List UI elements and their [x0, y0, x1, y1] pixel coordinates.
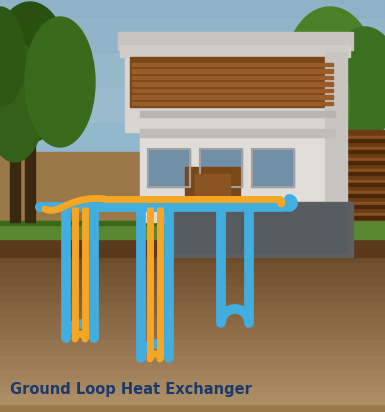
- Bar: [0, 17, 385, 52]
- Bar: [0, 0, 385, 257]
- Bar: [140, 92, 335, 222]
- Bar: [0, 152, 385, 412]
- Bar: [132, 75, 333, 79]
- Bar: [130, 57, 335, 107]
- Bar: [148, 149, 190, 187]
- Bar: [132, 63, 333, 66]
- Bar: [0, 317, 385, 327]
- Bar: [0, 387, 385, 396]
- Bar: [0, 325, 385, 335]
- Bar: [148, 149, 190, 187]
- Bar: [0, 302, 385, 311]
- Bar: [255, 139, 385, 142]
- Bar: [252, 149, 294, 187]
- Bar: [132, 82, 333, 86]
- Bar: [0, 255, 385, 265]
- Bar: [132, 95, 333, 98]
- Bar: [174, 204, 347, 253]
- Bar: [132, 101, 333, 105]
- Bar: [125, 42, 345, 132]
- Bar: [255, 205, 385, 208]
- Bar: [0, 221, 385, 239]
- Bar: [255, 150, 385, 153]
- Bar: [195, 174, 230, 222]
- Bar: [10, 152, 20, 222]
- Bar: [200, 149, 242, 187]
- Bar: [0, 348, 385, 358]
- Bar: [25, 132, 35, 222]
- Bar: [0, 332, 385, 342]
- Ellipse shape: [25, 17, 95, 147]
- Ellipse shape: [0, 7, 25, 107]
- Bar: [140, 129, 335, 137]
- Bar: [255, 136, 385, 142]
- Bar: [132, 89, 333, 92]
- Bar: [255, 172, 385, 175]
- Bar: [0, 340, 385, 350]
- Bar: [255, 158, 385, 164]
- Bar: [252, 149, 294, 187]
- Bar: [200, 149, 242, 187]
- Bar: [174, 204, 347, 253]
- Bar: [120, 45, 350, 57]
- Ellipse shape: [0, 42, 45, 162]
- Ellipse shape: [270, 42, 350, 162]
- Bar: [118, 32, 353, 50]
- Bar: [0, 271, 385, 280]
- Bar: [0, 371, 385, 381]
- Bar: [255, 130, 385, 220]
- Ellipse shape: [330, 27, 385, 137]
- Bar: [0, 309, 385, 319]
- Bar: [255, 161, 385, 164]
- Bar: [0, 356, 385, 365]
- Bar: [132, 69, 333, 73]
- Bar: [0, 263, 385, 272]
- Bar: [0, 221, 385, 225]
- Bar: [0, 379, 385, 389]
- Bar: [140, 111, 335, 117]
- Bar: [255, 191, 385, 197]
- Bar: [0, 294, 385, 304]
- Bar: [185, 167, 240, 222]
- Bar: [0, 0, 385, 17]
- Bar: [0, 52, 385, 87]
- Bar: [255, 169, 385, 175]
- Bar: [255, 213, 385, 219]
- Polygon shape: [180, 221, 385, 237]
- Bar: [0, 395, 385, 404]
- Ellipse shape: [285, 7, 375, 137]
- Bar: [0, 278, 385, 288]
- Bar: [0, 286, 385, 296]
- Bar: [255, 194, 385, 197]
- Bar: [255, 216, 385, 219]
- Bar: [0, 87, 385, 122]
- Bar: [255, 180, 385, 186]
- Bar: [255, 147, 385, 153]
- Bar: [168, 202, 353, 257]
- Text: Ground Loop Heat Exchanger: Ground Loop Heat Exchanger: [10, 382, 252, 397]
- Bar: [0, 237, 385, 257]
- Bar: [255, 202, 385, 208]
- Bar: [0, 247, 385, 257]
- Bar: [0, 363, 385, 373]
- Bar: [325, 52, 347, 222]
- Ellipse shape: [0, 2, 70, 142]
- Bar: [255, 183, 385, 186]
